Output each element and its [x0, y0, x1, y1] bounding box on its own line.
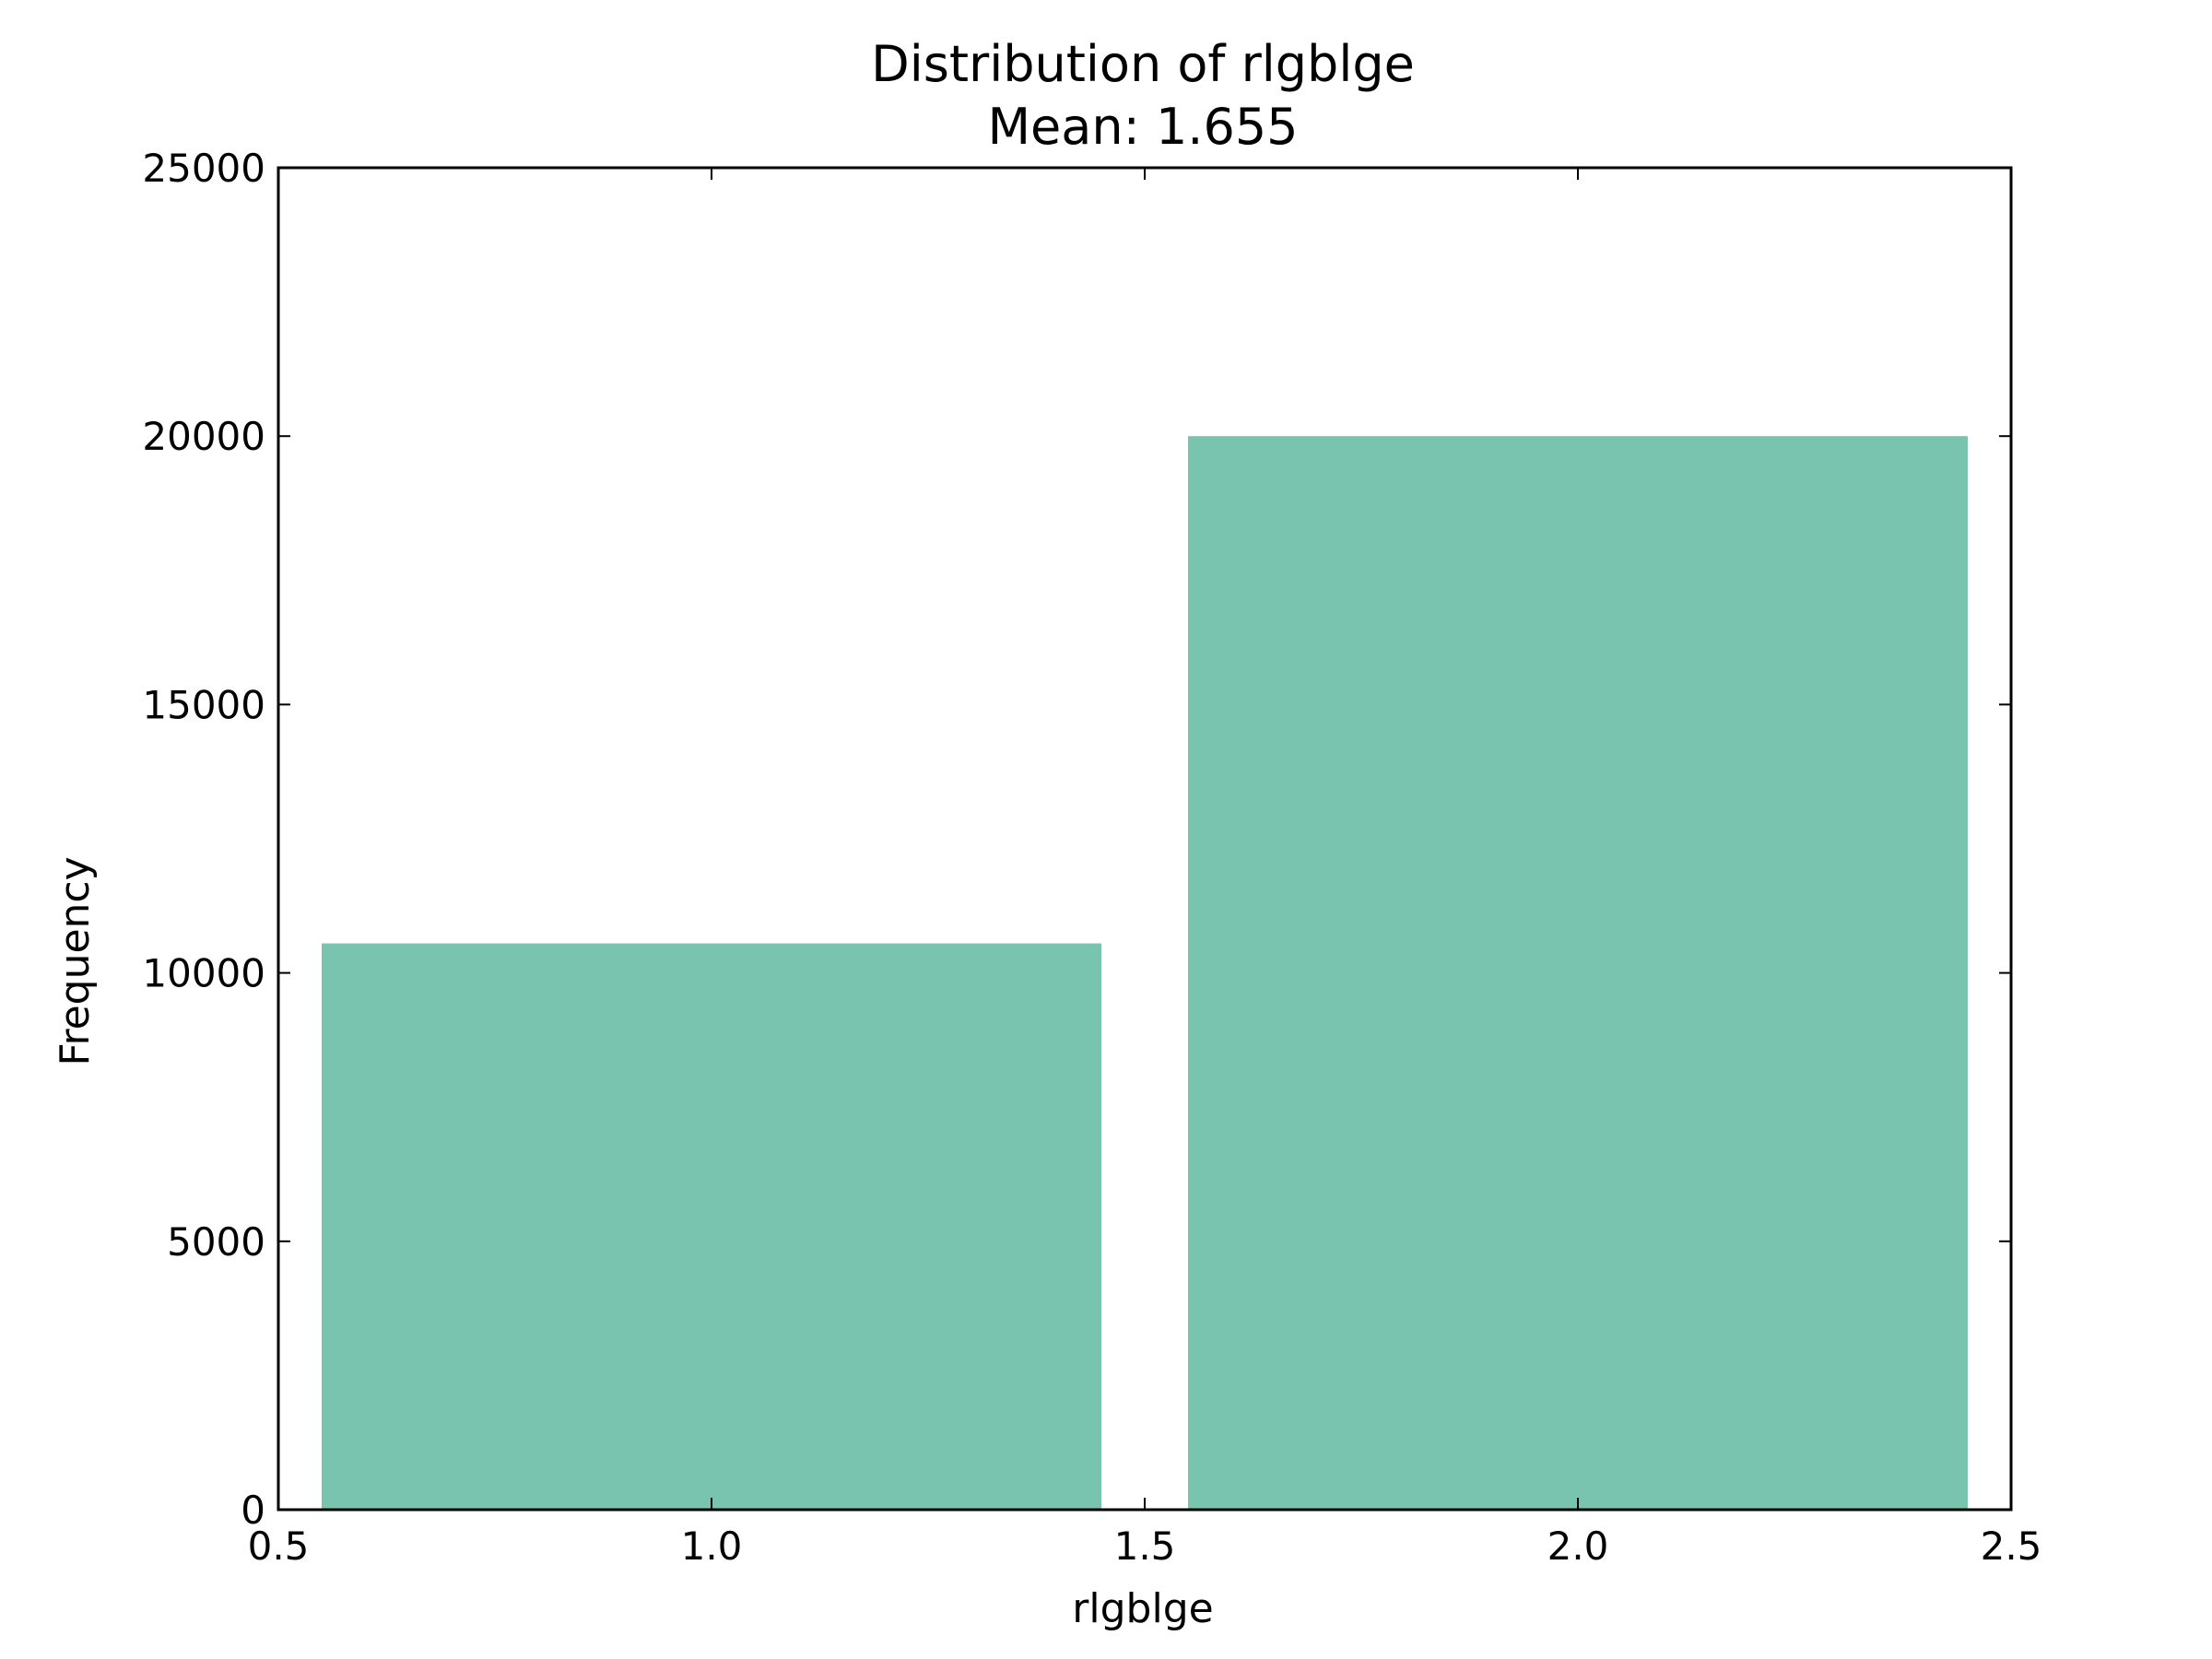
y-tick-label: 0	[241, 1488, 265, 1533]
y-tick-label: 5000	[167, 1219, 265, 1265]
chart-subtitle: Mean: 1.655	[987, 98, 1298, 156]
x-axis-label: rlgblge	[1072, 1585, 1213, 1632]
y-tick-label: 15000	[142, 682, 265, 727]
y-tick-labels: 0 5000 10000 15000 20000 25000	[142, 146, 265, 1533]
chart-title: Distribution of rlgblge	[871, 35, 1415, 93]
plot-frame	[276, 166, 2013, 1512]
bar-2	[1188, 436, 1968, 1511]
x-tick-label: 1.0	[681, 1524, 743, 1569]
y-tick-label: 10000	[142, 951, 265, 996]
x-tick-label: 2.5	[1981, 1524, 2042, 1569]
y-tick-label: 25000	[142, 146, 265, 191]
x-tick-labels: 0.5 1.0 1.5 2.0 2.5	[248, 1524, 2042, 1569]
x-tick-label: 2.0	[1547, 1524, 1609, 1569]
bars-group	[322, 436, 1968, 1511]
y-tick-label: 20000	[142, 414, 265, 459]
bar-1	[322, 943, 1101, 1510]
x-tick-label: 0.5	[248, 1524, 310, 1569]
x-tick-label: 1.5	[1114, 1524, 1176, 1569]
y-axis-label: Frequency	[52, 856, 99, 1065]
